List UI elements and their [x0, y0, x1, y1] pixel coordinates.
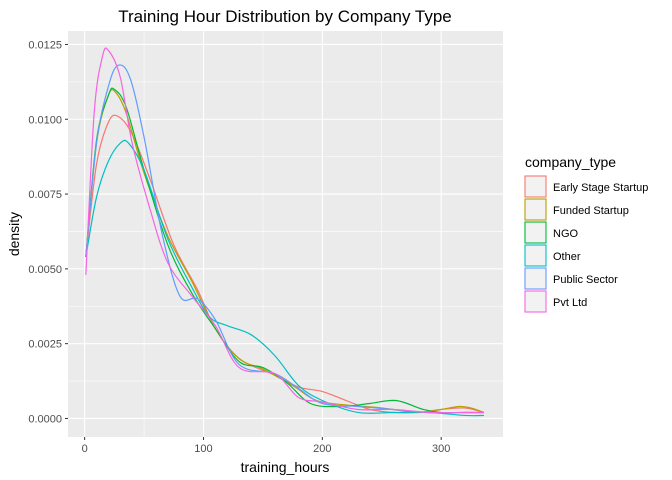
- legend-key-funded-startup: [524, 198, 547, 221]
- y-tick-label: 0.0125: [28, 39, 62, 51]
- legend-key-early-stage-startup: [524, 175, 547, 198]
- x-tick-label: 100: [194, 443, 212, 455]
- y-tick-label: 0.0050: [28, 264, 62, 276]
- legend-label-ngo: NGO: [553, 228, 579, 240]
- legend-key-other: [524, 244, 547, 267]
- legend-label-pvt-ltd: Pvt Ltd: [553, 297, 587, 309]
- legend: Early Stage Startup Funded Startup NGO Othe…: [524, 175, 648, 313]
- legend-label-early-stage-startup: Early Stage Startup: [553, 182, 648, 194]
- grid: [68, 31, 503, 437]
- x-tick-label: 300: [432, 443, 450, 455]
- x-axis: 0 100 200 300: [82, 437, 450, 455]
- x-tick-label: 0: [82, 443, 88, 455]
- x-axis-title: training_hours: [241, 459, 330, 475]
- legend-title: company_type: [525, 154, 616, 170]
- y-tick-label: 0.0000: [28, 413, 62, 425]
- y-tick-label: 0.0025: [28, 339, 62, 351]
- density-line-other: [85, 139, 484, 417]
- legend-key-ngo: [524, 221, 547, 244]
- series-group: [85, 47, 485, 417]
- legend-label-public-sector: Public Sector: [553, 274, 618, 286]
- chart-title: Training Hour Distribution by Company Ty…: [118, 7, 452, 26]
- density-line-pvt-ltd: [85, 47, 484, 414]
- y-tick-label: 0.0100: [28, 114, 62, 126]
- y-tick-label: 0.0075: [28, 189, 62, 201]
- plot-panel: [68, 31, 503, 437]
- legend-label-other: Other: [553, 251, 581, 263]
- y-axis: 0.0000 0.0025 0.0050 0.0075 0.0100 0.0125: [28, 39, 68, 425]
- legend-key-pvt-ltd: [524, 290, 547, 313]
- legend-label-funded-startup: Funded Startup: [553, 205, 629, 217]
- density-line-ngo: [85, 87, 484, 414]
- density-line-funded-startup: [85, 88, 485, 414]
- y-axis-title: density: [6, 212, 22, 256]
- legend-key-public-sector: [524, 267, 547, 290]
- x-tick-label: 200: [313, 443, 331, 455]
